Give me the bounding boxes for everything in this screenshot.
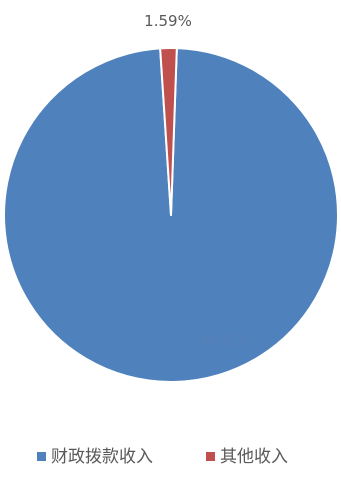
legend: 财政拨款收入 其他收入 [37,447,288,467]
legend-swatch-2 [206,452,215,461]
pie-slice-2 [159,47,178,216]
legend-swatch-1 [37,452,46,461]
legend-item-1: 财政拨款收入 [37,447,153,467]
data-labels-layer: 1.59% 98.41% [144,12,252,349]
legend-label-1: 财政拨款收入 [51,447,153,467]
data-label-slice-2: 1.59% [144,12,192,30]
slices-layer [3,47,339,383]
legend-item-2: 其他收入 [206,447,288,467]
legend-label-2: 其他收入 [220,447,288,467]
data-label-slice-1: 98.41% [198,333,251,349]
